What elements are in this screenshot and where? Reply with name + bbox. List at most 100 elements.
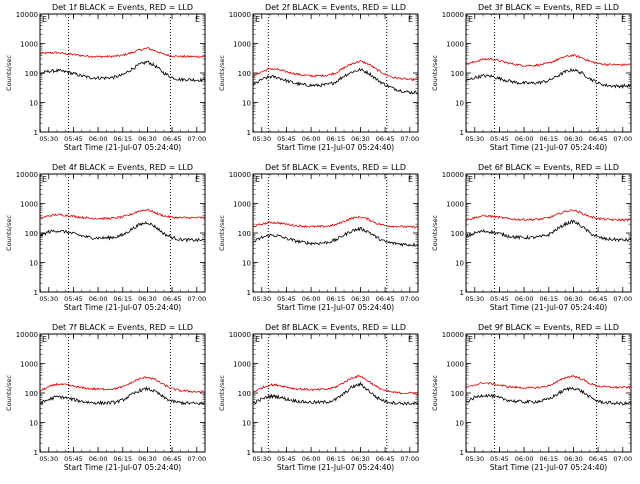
x-axis-label: Start Time (21-Jul-07 05:24:40) — [490, 463, 607, 472]
e-marker: E — [408, 15, 413, 24]
x-tick-label: 06:00 — [89, 135, 108, 143]
x-axis-label: Start Time (21-Jul-07 05:24:40) — [277, 463, 394, 472]
y-tick-label: 100 — [451, 70, 464, 78]
x-axis-label: Start Time (21-Jul-07 05:24:40) — [490, 143, 607, 152]
y-axis-label: Counts/sec — [431, 215, 439, 251]
plot-frame — [465, 13, 632, 133]
x-tick-label: 07:00 — [613, 295, 632, 303]
panel-det-9: Det 9f BLACK = Events, RED = LLD 1 10 100 10… — [431, 323, 632, 472]
y-tick-label: 1000 — [446, 201, 464, 209]
y-tick-label: 1000 — [446, 361, 464, 369]
lld-series-line — [253, 374, 419, 395]
y-tick-label: 100 — [25, 70, 38, 78]
y-tick-label: 10 — [242, 100, 251, 108]
panel-title: Det 9f BLACK = Events, RED = LLD — [478, 323, 619, 332]
e-marker: E — [255, 335, 260, 344]
y-tick-label: 10000 — [229, 171, 251, 179]
x-axis-label: Start Time (21-Jul-07 05:24:40) — [490, 303, 607, 312]
x-tick-label: 06:00 — [515, 135, 534, 143]
y-tick-label: 1 — [247, 289, 251, 297]
y-tick-label: 1000 — [20, 201, 38, 209]
x-tick-label: 06:30 — [138, 135, 157, 143]
y-tick-label: 10 — [455, 260, 464, 268]
panel-det-7: Det 7f BLACK = Events, RED = LLD 1 10 100 10… — [5, 323, 206, 472]
y-tick-label: 10000 — [442, 11, 464, 19]
y-tick-label: 10 — [29, 420, 38, 428]
x-tick-label: 06:15 — [539, 135, 558, 143]
x-tick-label: 05:45 — [490, 455, 509, 463]
lld-series-line — [466, 209, 632, 222]
panel-title: Det 8f BLACK = Events, RED = LLD — [265, 323, 406, 332]
events-series-line — [466, 67, 632, 89]
lld-series-line — [466, 54, 632, 67]
x-tick-label: 06:00 — [302, 455, 321, 463]
lld-series-line — [466, 374, 632, 390]
y-tick-label: 1 — [247, 449, 251, 457]
y-tick-label: 1 — [460, 289, 464, 297]
y-tick-label: 10000 — [16, 171, 38, 179]
y-tick-label: 10000 — [16, 11, 38, 19]
x-axis-label: Start Time (21-Jul-07 05:24:40) — [64, 463, 181, 472]
y-tick-label: 10000 — [442, 331, 464, 339]
y-tick-label: 10 — [29, 100, 38, 108]
events-series-line — [40, 60, 206, 83]
x-tick-label: 07:00 — [400, 455, 419, 463]
e-marker: E — [195, 175, 200, 184]
y-tick-label: 1000 — [20, 361, 38, 369]
x-tick-label: 06:15 — [113, 455, 132, 463]
x-axis-label: Start Time (21-Jul-07 05:24:40) — [277, 143, 394, 152]
lld-series-line — [40, 208, 206, 221]
y-tick-label: 1000 — [233, 41, 251, 49]
x-tick-label: 07:00 — [187, 135, 206, 143]
x-tick-label: 07:00 — [400, 135, 419, 143]
x-tick-label: 06:00 — [302, 135, 321, 143]
y-tick-label: 10 — [455, 100, 464, 108]
panel-det-6: Det 6f BLACK = Events, RED = LLD 1 10 100 10… — [431, 163, 632, 312]
panel-title: Det 5f BLACK = Events, RED = LLD — [265, 163, 406, 172]
panel-det-4: Det 4f BLACK = Events, RED = LLD 1 10 100 10… — [5, 163, 206, 312]
x-tick-label: 07:00 — [400, 295, 419, 303]
x-tick-label: 05:30 — [39, 295, 58, 303]
x-axis-label: Start Time (21-Jul-07 05:24:40) — [64, 143, 181, 152]
e-marker: E — [621, 175, 626, 184]
lld-series-line — [40, 376, 205, 393]
x-axis-label: Start Time (21-Jul-07 05:24:40) — [277, 303, 394, 312]
events-series-line — [253, 381, 419, 406]
x-tick-label: 05:45 — [490, 135, 509, 143]
panel-title: Det 1f BLACK = Events, RED = LLD — [52, 3, 193, 12]
y-tick-label: 100 — [238, 70, 251, 78]
plot-frame — [39, 13, 206, 133]
plot-frame — [39, 333, 206, 453]
y-tick-label: 100 — [25, 390, 38, 398]
x-tick-label: 06:30 — [564, 455, 583, 463]
e-marker: E — [468, 15, 473, 24]
y-tick-label: 100 — [25, 230, 38, 238]
x-tick-label: 06:30 — [351, 135, 370, 143]
x-tick-label: 05:30 — [465, 295, 484, 303]
plot-frame — [252, 13, 419, 133]
x-tick-label: 06:45 — [589, 295, 608, 303]
events-series-line — [40, 385, 205, 406]
y-tick-label: 10 — [455, 420, 464, 428]
x-tick-label: 06:15 — [113, 295, 132, 303]
y-axis-label: Counts/sec — [218, 215, 226, 251]
x-tick-label: 05:30 — [252, 135, 271, 143]
plot-frame — [465, 333, 632, 453]
e-marker: E — [621, 15, 626, 24]
y-tick-label: 1 — [460, 449, 464, 457]
y-tick-label: 10000 — [229, 331, 251, 339]
y-tick-label: 100 — [451, 230, 464, 238]
panel-title: Det 7f BLACK = Events, RED = LLD — [52, 323, 193, 332]
panel-det-5: Det 5f BLACK = Events, RED = LLD 1 10 100 10… — [218, 163, 419, 312]
x-tick-label: 06:00 — [515, 455, 534, 463]
y-tick-label: 100 — [238, 230, 251, 238]
panel-det-3: Det 3f BLACK = Events, RED = LLD 1 10 100 10… — [431, 3, 632, 152]
y-axis-label: Counts/sec — [431, 375, 439, 411]
y-tick-label: 100 — [451, 390, 464, 398]
x-tick-label: 06:45 — [376, 455, 395, 463]
x-tick-label: 05:30 — [465, 455, 484, 463]
lld-series-line — [253, 60, 419, 82]
x-tick-label: 06:15 — [326, 455, 345, 463]
events-series-line — [466, 386, 632, 406]
